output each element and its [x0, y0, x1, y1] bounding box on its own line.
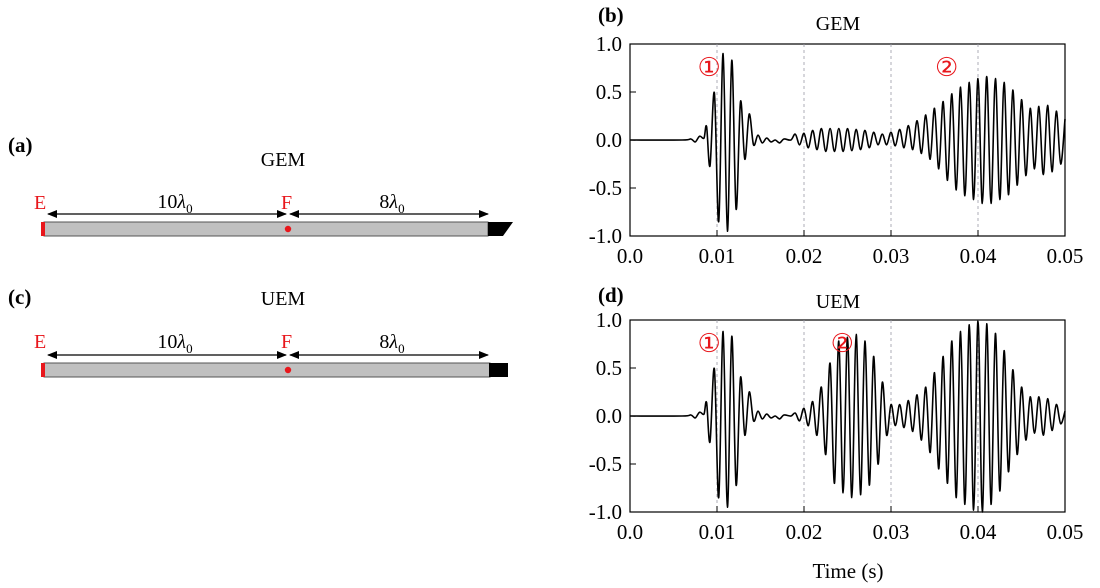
label-f-gem: F — [281, 192, 292, 214]
x-axis-label: Time (s) — [813, 559, 884, 583]
point-f-gem — [284, 225, 292, 233]
span-label-right-uem: 8λ0 — [379, 331, 404, 356]
x-tick-label: 0.01 — [699, 520, 736, 544]
y-tick-label: -0.5 — [589, 452, 622, 476]
diagram-gem: (a) GEM E F 10λ0 8λ0 — [8, 133, 513, 237]
red-end-uem — [41, 363, 45, 377]
x-tick-label: 0.05 — [1047, 520, 1084, 544]
series-line-gem — [629, 52, 1066, 233]
red-end-gem — [41, 222, 45, 236]
x-tick-label: 0.05 — [1047, 244, 1084, 268]
y-tick-label: -1.0 — [589, 500, 622, 524]
x-tick-label: 0.01 — [699, 244, 736, 268]
diagram-title-uem: UEM — [261, 288, 306, 310]
block-end-uem — [489, 363, 508, 377]
x-tick-label: 0.02 — [786, 520, 823, 544]
series-line-uem — [629, 320, 1066, 513]
x-tick-label: 0.03 — [873, 244, 910, 268]
x-tick-label: 0.0 — [617, 244, 643, 268]
panel-label-a: (a) — [8, 133, 33, 157]
y-tick-label: 0.5 — [596, 356, 622, 380]
x-tick-labels-gem: 0.0 0.01 0.02 0.03 0.04 0.05 — [617, 244, 1084, 268]
diagram-title-gem: GEM — [261, 149, 306, 171]
wedge-end-gem — [488, 222, 513, 236]
label-f-uem: F — [281, 331, 292, 353]
chart-title-uem: UEM — [816, 291, 861, 313]
annotation-1: ① — [698, 329, 721, 359]
span-label-right-gem: 8λ0 — [379, 191, 404, 216]
label-e-gem: E — [34, 192, 46, 214]
chart-title-gem: GEM — [816, 13, 861, 35]
x-tick-label: 0.03 — [873, 520, 910, 544]
y-tick-labels-gem: 1.0 0.5 0.0 -0.5 -1.0 — [589, 32, 622, 248]
gridlines-gem — [716, 44, 979, 236]
y-tick-label: -1.0 — [589, 224, 622, 248]
y-tick-label: 0.0 — [596, 404, 622, 428]
annotation-1: ① — [698, 53, 721, 83]
x-tick-label: 0.04 — [960, 244, 997, 268]
ticks-gem — [629, 43, 1066, 237]
chart-uem: (d) UEM 1.00.50.0-0.5-1.0 0.0 0.01 0.02 0.0… — [589, 283, 1084, 583]
x-tick-label: 0.02 — [786, 244, 823, 268]
y-tick-label: 1.0 — [596, 308, 622, 332]
panel-label-c: (c) — [8, 285, 31, 309]
diagram-uem: (c) UEM E F 10λ0 8λ0 — [8, 285, 508, 378]
annotation-2: ② — [935, 53, 958, 83]
annotation-2: ② — [831, 329, 854, 359]
panel-label-d: (d) — [598, 283, 624, 307]
plot-frame-gem — [629, 43, 1066, 237]
y-tick-labels-uem: 1.0 0.5 0.0 -0.5 -1.0 — [589, 308, 622, 524]
x-tick-label: 0.04 — [960, 520, 997, 544]
label-e-uem: E — [34, 331, 46, 353]
point-f-uem — [284, 366, 292, 374]
y-tick-label: -0.5 — [589, 176, 622, 200]
span-label-left-uem: 10λ0 — [157, 331, 192, 356]
x-tick-labels-uem: 0.0 0.01 0.02 0.03 0.04 0.05 — [617, 520, 1084, 544]
y-tick-label: 1.0 — [596, 32, 622, 56]
gridlines-uem — [716, 320, 979, 512]
panel-label-b: (b) — [598, 3, 624, 27]
bar-uem — [43, 362, 491, 378]
bar-gem — [43, 221, 489, 237]
chart-gem: (b) GEM 1.00.50.0-0.5-1.0 0.0 0.01 0.02 0.0… — [589, 3, 1084, 268]
x-tick-label: 0.0 — [617, 520, 643, 544]
y-tick-label: 0.0 — [596, 128, 622, 152]
y-tick-label: 0.5 — [596, 80, 622, 104]
span-label-left-gem: 10λ0 — [157, 191, 192, 216]
